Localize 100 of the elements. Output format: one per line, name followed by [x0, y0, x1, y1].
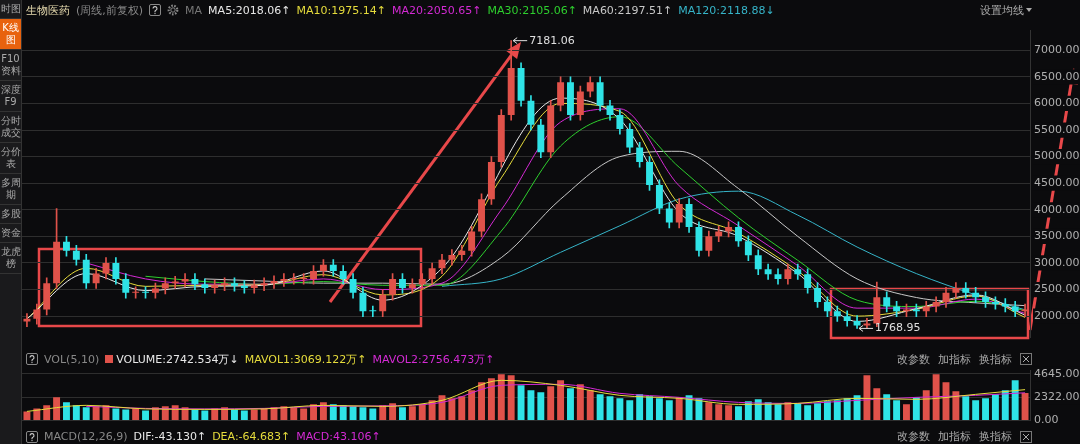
bar — [132, 408, 140, 420]
bar — [665, 400, 673, 420]
y-tick-label: 3500.00 — [1034, 229, 1080, 243]
bar — [873, 388, 881, 420]
bar — [596, 394, 604, 420]
text: 改参数 — [897, 429, 930, 444]
candlestick — [1021, 303, 1029, 317]
bar — [1021, 392, 1029, 420]
text: MA20:2050.65↑ — [391, 3, 482, 17]
bar — [300, 408, 308, 420]
text: 加指标 — [938, 351, 971, 367]
text: MA10:1975.14↑ — [296, 3, 386, 17]
candlestick — [290, 273, 298, 285]
bar — [359, 407, 367, 420]
bar — [972, 400, 980, 420]
bar — [586, 390, 594, 420]
bar — [932, 374, 940, 420]
text: 设置均线 — [980, 2, 1024, 18]
bar — [63, 402, 70, 420]
text: 分价表 — [0, 143, 21, 174]
bar — [675, 397, 683, 420]
bar — [952, 391, 960, 420]
text: K线图 — [0, 19, 21, 50]
bar — [399, 407, 406, 420]
bar — [122, 409, 130, 420]
candlestick — [280, 273, 288, 287]
bar — [250, 409, 258, 420]
bar — [112, 408, 120, 420]
bar — [240, 410, 248, 420]
bar — [478, 382, 485, 420]
text: 资金 — [0, 224, 21, 243]
candlestick — [1001, 298, 1009, 313]
bar — [72, 405, 80, 420]
bar — [557, 380, 565, 420]
text: DIF:-43.130↑ — [133, 430, 207, 443]
y-tick-label: 2000.00 — [1034, 308, 1080, 322]
y-tick-label: 2322.00 — [1034, 389, 1080, 403]
text: MA5:2018.06↑ — [208, 3, 291, 17]
chart-title: VOL(5,10) — [44, 352, 100, 366]
bar — [23, 411, 31, 420]
y-tick-label: 6500.00 — [1034, 69, 1080, 83]
bar — [448, 398, 456, 420]
text: 换指标 — [979, 429, 1012, 444]
candlestick — [211, 279, 219, 294]
text: MA60:2197.51↑ — [582, 3, 673, 17]
chart-subtitle: (周线,前复权) — [76, 2, 144, 18]
candlestick — [181, 273, 189, 288]
y-tick-label: 2500.00 — [1034, 282, 1080, 296]
bar — [1011, 380, 1019, 420]
text: DEA:-64.683↑ — [212, 430, 291, 443]
text: 多股 — [0, 205, 21, 224]
bar — [92, 406, 100, 420]
bar — [715, 404, 723, 420]
bar — [458, 396, 466, 420]
bar — [646, 396, 653, 420]
y-tick-label: 4645.00 — [1034, 366, 1080, 380]
text: F10资料 — [0, 50, 21, 81]
y-tick-label: 4500.00 — [1034, 176, 1080, 190]
bar — [201, 410, 209, 420]
bar — [991, 394, 999, 420]
bar — [962, 396, 970, 420]
bar — [142, 410, 149, 420]
bar — [82, 407, 90, 420]
candlestick — [250, 279, 258, 294]
y-tick-label: 5500.00 — [1034, 122, 1080, 136]
text: 换指标 — [979, 351, 1012, 367]
text: 加指标 — [938, 429, 971, 444]
bar — [814, 403, 821, 420]
bar — [804, 405, 812, 420]
bar — [547, 386, 555, 420]
text: 时图 — [0, 0, 21, 19]
bar — [487, 378, 495, 420]
bar — [53, 397, 61, 420]
bar — [43, 405, 51, 420]
bar — [784, 402, 792, 420]
annotation: 1768.95 — [875, 321, 921, 335]
bar — [468, 390, 476, 420]
bar — [893, 400, 901, 420]
y-tick-label: 3000.00 — [1034, 255, 1080, 269]
bar — [616, 398, 624, 420]
annotation: 7181.06 — [529, 33, 575, 47]
bar — [794, 403, 802, 420]
bar — [685, 395, 693, 420]
bar — [982, 398, 989, 420]
bar — [517, 385, 525, 420]
text: MAVOL1:3069.122万↑ — [244, 351, 367, 367]
chart-title: 生物医药 — [26, 2, 70, 18]
text: MACD:43.106↑ — [296, 430, 381, 443]
line-series — [441, 190, 1026, 311]
text: MACD(12,26,9) — [44, 430, 128, 443]
legend-title: MA — [185, 3, 203, 17]
line-series — [26, 379, 1026, 412]
y-tick-label: 6000.00 — [1034, 96, 1080, 110]
bar — [408, 406, 416, 420]
bar — [418, 404, 426, 420]
y-tick-label: 7000.00 — [1034, 43, 1080, 57]
y-tick-label: 4000.00 — [1034, 202, 1080, 216]
candlestick — [369, 305, 377, 317]
bar — [497, 374, 505, 420]
line-series — [204, 150, 1026, 307]
